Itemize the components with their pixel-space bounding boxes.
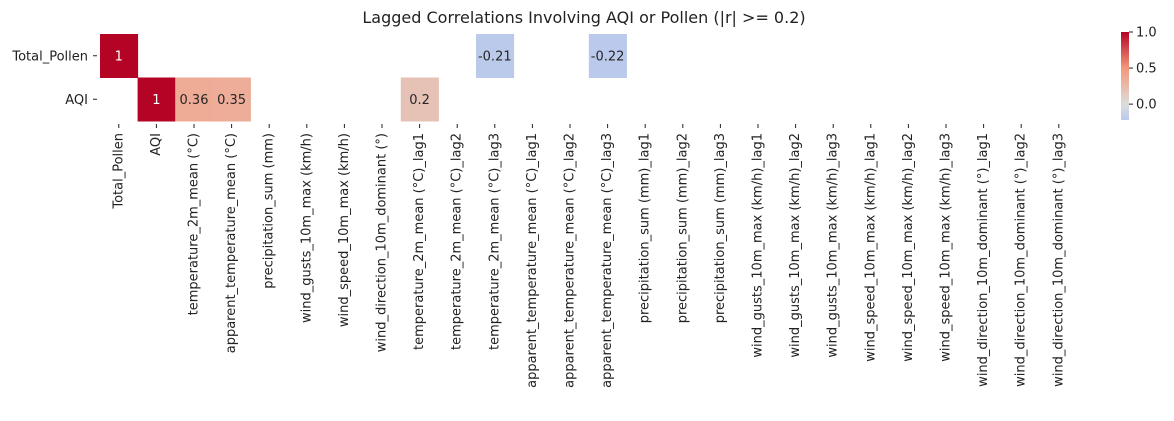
column-label: apparent_temperature_mean (°C)_lag1 [525,133,540,388]
heatmap-cell [137,77,176,122]
column-label: wind_gusts_10m_max (km/h)_lag1 [751,133,766,358]
heatmap-cell [175,77,214,122]
column-label: temperature_2m_mean (°C)_lag3 [487,133,502,350]
heatmap-cell [400,77,439,122]
column-label: precipitation_sum (mm) [262,133,277,289]
cell-annotation: 0.36 [180,93,209,108]
column-label: wind_speed_10m_max (km/h)_lag2 [901,133,916,362]
cell-annotation: -0.21 [478,49,512,64]
column-label: precipitation_sum (mm)_lag2 [675,133,690,323]
colorbar-tick-label: 1.0 [1136,26,1157,41]
column-label: wind_gusts_10m_max (km/h) [299,133,314,323]
column-label: apparent_temperature_mean (°C)_lag2 [563,133,578,388]
row-label: Total_Pollen [11,49,88,64]
column-label: wind_gusts_10m_max (km/h)_lag2 [788,133,803,358]
cell-annotation: 0.35 [217,93,246,108]
colorbar: 0.0 0.5 1.0 [1121,26,1157,120]
colorbar-tick-label: 0.5 [1136,62,1157,77]
column-label: Total_Pollen [111,133,126,210]
column-label: apparent_temperature_mean (°C) [224,133,239,353]
heatmap-cell [212,77,251,122]
column-labels: Total_Pollen AQI temperature_2m_mean (°C) a… [111,124,1066,388]
column-label: wind_gusts_10m_max (km/h)_lag3 [826,133,841,358]
column-label: apparent_temperature_mean (°C)_lag3 [600,133,615,388]
heatmap-annotations: 1 -0.21 -0.22 1 0.36 0.35 0.2 [115,49,625,108]
column-label: wind_direction_10m_dominant (°)_lag1 [976,133,991,387]
chart-title: Lagged Correlations Involving AQI or Pol… [362,8,805,27]
heatmap-cell [588,34,627,78]
column-label: wind_direction_10m_dominant (°)_lag2 [1014,133,1029,387]
cell-annotation: 0.2 [409,93,430,108]
cell-annotation: 1 [152,93,160,108]
column-label: wind_speed_10m_max (km/h)_lag1 [863,133,878,362]
column-label: wind_speed_10m_max (km/h) [337,133,352,327]
heatmap-cell [476,34,515,78]
cell-annotation: -0.22 [591,49,625,64]
column-label: wind_direction_10m_dominant (°)_lag3 [1051,133,1066,387]
heatmap-cells [100,34,627,122]
row-label: AQI [65,93,88,108]
cell-annotation: 1 [115,49,123,64]
column-label: wind_direction_10m_dominant (°) [375,133,390,352]
column-label: wind_speed_10m_max (km/h)_lag3 [939,133,954,362]
column-label: temperature_2m_mean (°C) [187,133,202,315]
column-label: AQI [149,133,164,156]
colorbar-gradient [1121,32,1129,120]
heatmap-cell [100,34,139,78]
row-labels: Total_Pollen AQI [11,49,97,108]
column-label: temperature_2m_mean (°C)_lag2 [450,133,465,350]
column-label: temperature_2m_mean (°C)_lag1 [412,133,427,350]
colorbar-tick-label: 0.0 [1136,98,1157,113]
column-label: precipitation_sum (mm)_lag1 [638,133,653,323]
column-label: precipitation_sum (mm)_lag3 [713,133,728,323]
